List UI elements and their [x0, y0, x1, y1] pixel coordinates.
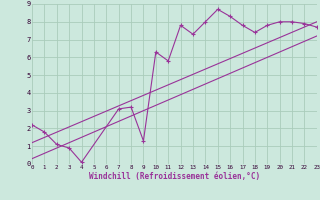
X-axis label: Windchill (Refroidissement éolien,°C): Windchill (Refroidissement éolien,°C) [89, 172, 260, 181]
